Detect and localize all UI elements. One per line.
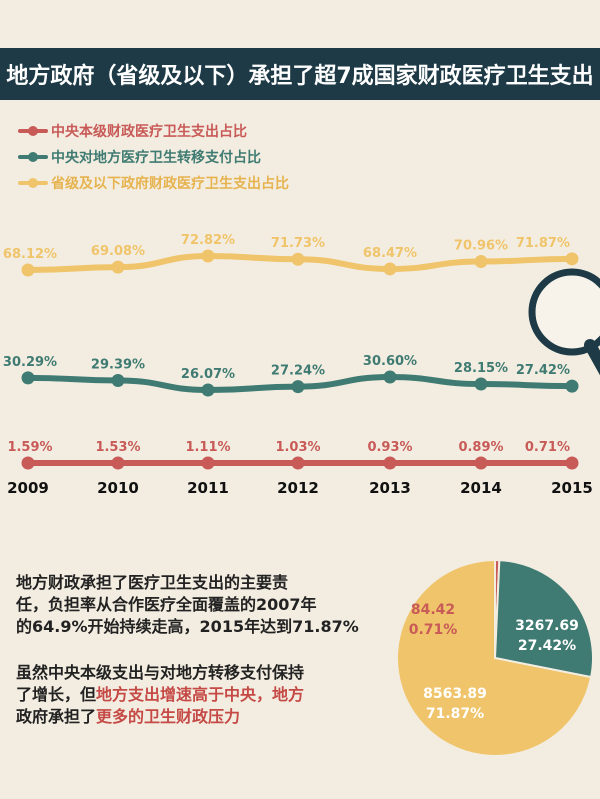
x-tick-label: 2011 xyxy=(187,479,229,497)
data-label: 1.03% xyxy=(275,440,320,455)
data-point xyxy=(201,249,215,263)
data-label: 68.12% xyxy=(3,247,57,262)
data-point xyxy=(291,456,305,470)
x-tick-label: 2010 xyxy=(97,479,139,497)
highlight-text: 更多的卫生财政压力 xyxy=(96,707,241,726)
data-point xyxy=(111,373,125,387)
data-point xyxy=(383,456,397,470)
legend-label: 省级及以下政府财政医疗卫生支出占比 xyxy=(51,176,289,192)
data-point xyxy=(21,371,35,385)
highlight-text: 地方支出增速高于中央，地方 xyxy=(96,685,305,704)
paragraph-2-line-3: 政府承担了更多的卫生财政压力 xyxy=(16,707,241,726)
paragraph-1: 地方财政承担了医疗卫生支出的主要责 任，负担率从合作医疗全面覆盖的2007年 的… xyxy=(16,572,386,638)
data-point xyxy=(565,252,579,266)
pie-percent-label: 27.42% xyxy=(518,638,576,654)
data-point xyxy=(291,252,305,266)
data-point xyxy=(474,456,488,470)
data-label: 26.07% xyxy=(181,367,235,382)
paragraph-2-line-1: 虽然中央本级支出与对地方转移支付保持 xyxy=(16,663,305,682)
line-chart: 1.59% 1.53% 1.11% 1.03% 0.93% 0.89% 0.71% 30.29… xyxy=(3,233,600,497)
legend-label: 中央对地方医疗卫生转移支付占比 xyxy=(51,150,261,166)
data-point xyxy=(201,383,215,397)
data-label: 30.60% xyxy=(363,354,417,369)
data-label: 71.87% xyxy=(516,236,570,251)
legend-marker-local xyxy=(18,178,48,188)
data-label: 30.29% xyxy=(3,355,57,370)
data-point xyxy=(201,456,215,470)
legend-item-central-transfer: 中央对地方医疗卫生转移支付占比 xyxy=(18,144,289,170)
data-label: 27.42% xyxy=(516,363,570,378)
pie-amount-label: 84.42 xyxy=(411,602,455,618)
data-label: 71.73% xyxy=(271,236,325,251)
chart-legend: 中央本级财政医疗卫生支出占比 中央对地方医疗卫生转移支付占比 省级及以下政府财政… xyxy=(18,118,289,196)
data-label: 0.71% xyxy=(525,440,570,455)
data-point xyxy=(111,260,125,274)
data-point xyxy=(565,379,579,393)
data-label: 29.39% xyxy=(91,357,145,372)
pie-percent-label: 0.71% xyxy=(409,622,458,638)
title-bar: 地方政府（省级及以下）承担了超7成国家财政医疗卫生支出 xyxy=(0,48,600,100)
paragraph-1-line-2: 任，负担率从合作医疗全面覆盖的2007年 xyxy=(16,595,317,614)
magnifier-icon xyxy=(528,268,600,376)
data-point xyxy=(111,456,125,470)
legend-label: 中央本级财政医疗卫生支出占比 xyxy=(51,124,247,140)
pie-slice xyxy=(396,558,593,757)
paragraph-1-line-1: 地方财政承担了医疗卫生支出的主要责 xyxy=(16,573,289,592)
paragraph-2: 虽然中央本级支出与对地方转移支付保持 了增长，但地方支出增速高于中央，地方 政府… xyxy=(16,662,386,728)
data-point xyxy=(474,377,488,391)
paragraph-2-line-2: 了增长，但地方支出增速高于中央，地方 xyxy=(16,685,305,704)
data-point xyxy=(383,262,397,276)
x-tick-label: 2012 xyxy=(277,479,319,497)
data-label: 28.15% xyxy=(454,361,508,376)
data-label: 70.96% xyxy=(454,239,508,254)
data-point xyxy=(21,263,35,277)
legend-item-local: 省级及以下政府财政医疗卫生支出占比 xyxy=(18,170,289,196)
legend-marker-central-own xyxy=(18,126,48,136)
data-point xyxy=(565,456,579,470)
x-tick-label: 2014 xyxy=(460,479,502,497)
data-label: 1.11% xyxy=(185,440,230,455)
x-tick-label: 2015 xyxy=(551,479,593,497)
data-label: 0.89% xyxy=(458,440,503,455)
data-label: 72.82% xyxy=(181,233,235,248)
page-title: 地方政府（省级及以下）承担了超7成国家财政医疗卫生支出 xyxy=(6,64,594,89)
pie-amount-label: 3267.69 xyxy=(515,618,579,634)
data-point xyxy=(474,255,488,269)
pie-chart: 84.42 0.71% 3267.69 27.42% 8563.89 71.87% xyxy=(396,558,594,757)
data-label: 0.93% xyxy=(367,440,412,455)
legend-item-central-own: 中央本级财政医疗卫生支出占比 xyxy=(18,118,289,144)
pie-slice xyxy=(493,559,594,679)
data-point xyxy=(291,380,305,394)
data-point xyxy=(21,456,35,470)
data-label: 1.53% xyxy=(95,440,140,455)
x-tick-label: 2009 xyxy=(7,479,49,497)
data-label: 69.08% xyxy=(91,244,145,259)
paragraph-1-line-3: 的64.9%开始持续走高，2015年达到71.87% xyxy=(16,617,359,636)
legend-marker-central-transfer xyxy=(18,152,48,162)
x-tick-label: 2013 xyxy=(369,479,411,497)
data-label: 68.47% xyxy=(363,246,417,261)
data-label: 1.59% xyxy=(7,440,52,455)
data-label: 27.24% xyxy=(271,364,325,379)
pie-percent-label: 71.87% xyxy=(426,706,484,722)
data-point xyxy=(383,370,397,384)
pie-amount-label: 8563.89 xyxy=(423,686,487,702)
